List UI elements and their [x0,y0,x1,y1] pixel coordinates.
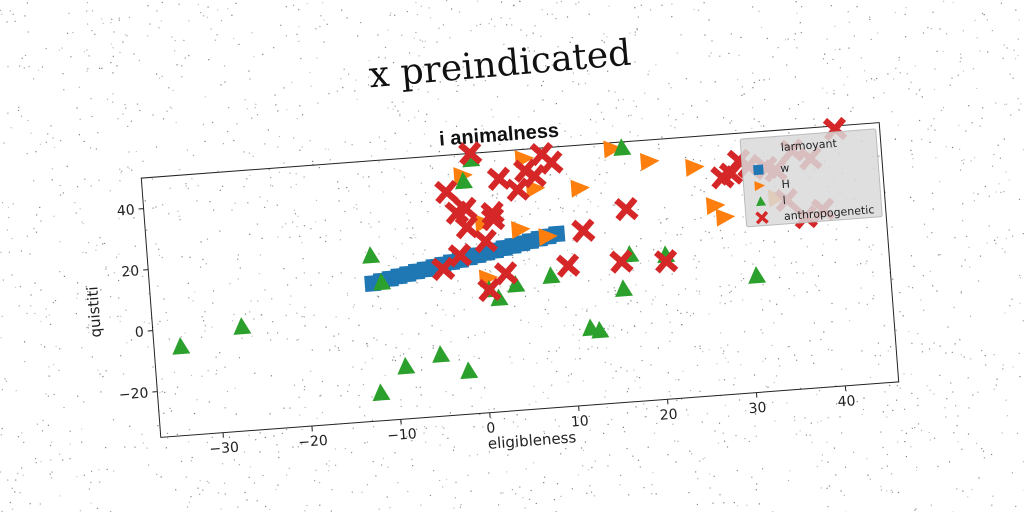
point-l [362,246,381,264]
point-l [372,383,391,402]
axis-ticks: −30 −20 −10 0 10 20 30 40 −20 0 20 40 [116,202,856,458]
point-anthropogenetic [477,277,502,303]
point-anthropogenetic [453,196,478,222]
legend-label-l: l [782,194,786,207]
point-l [615,279,634,297]
scatter-plot: i animalness −30 −20 −10 0 10 20 30 40−2002040 … [83,116,900,458]
point-l [591,320,610,339]
point-H [640,153,660,172]
legend-marker-anthropogenetic [755,210,769,225]
x-tick-label: 0 [486,420,496,437]
legend-marker-l [756,196,767,207]
point-l [748,266,767,284]
point-l [397,356,416,375]
x-tick-label: −10 [387,426,418,444]
point-l [432,345,451,363]
point-anthropogenetic [431,256,456,282]
point-anthropogenetic [539,150,564,175]
point-anthropogenetic [434,179,459,205]
point-l [507,275,526,293]
point-anthropogenetic [653,249,679,274]
point-anthropogenetic [555,253,581,278]
point-anthropogenetic [447,243,473,268]
legend-marker-H [754,181,766,192]
legend-label-w: w [780,162,790,176]
point-l [462,149,481,168]
point-anthropogenetic [473,229,498,254]
legend-label-H: H [781,178,790,192]
point-l [460,361,479,380]
point-anthropogenetic [454,215,480,240]
point-anthropogenetic [609,249,634,274]
point-l [542,266,561,284]
axes-frame [140,122,900,438]
point-H [685,158,705,177]
y-tick-label: 0 [134,324,144,341]
legend-title: larmoyant [780,137,838,154]
point-anthropogenetic [571,218,596,243]
point-anthropogenetic [486,166,512,191]
legend-box [739,128,883,228]
point-anthropogenetic [480,200,505,226]
point-H [603,140,623,159]
y-tick-label: 40 [116,202,135,219]
point-anthropogenetic [522,163,547,189]
point-anthropogenetic [493,261,519,286]
point-H [705,197,726,216]
x-tick-label: −30 [209,440,240,458]
point-anthropogenetic [614,196,639,222]
point-anthropogenetic [458,141,483,166]
y-tick-label: −20 [118,385,149,403]
point-H [511,221,531,239]
point-H [715,208,736,227]
point-l [233,317,252,335]
x-tick-label: −20 [298,433,329,451]
point-l [373,272,392,291]
y-tick-label: 20 [121,263,140,280]
chart-figure: i animalness −30 −20 −10 0 10 20 30 40 −20 0 20 40 … [83,116,900,458]
point-l [454,171,473,190]
legend-marker-w [753,164,764,176]
point-H [570,179,591,198]
x-tick-label: 20 [659,407,678,424]
x-tick-label: 10 [570,413,589,430]
y-axis-label: quistiti [83,286,105,338]
point-l [172,337,191,355]
x-tick-label: 30 [748,400,767,417]
point-H [538,228,558,247]
point-l [613,138,632,156]
point-anthropogenetic [505,177,530,202]
x-tick-label: 40 [837,393,856,410]
